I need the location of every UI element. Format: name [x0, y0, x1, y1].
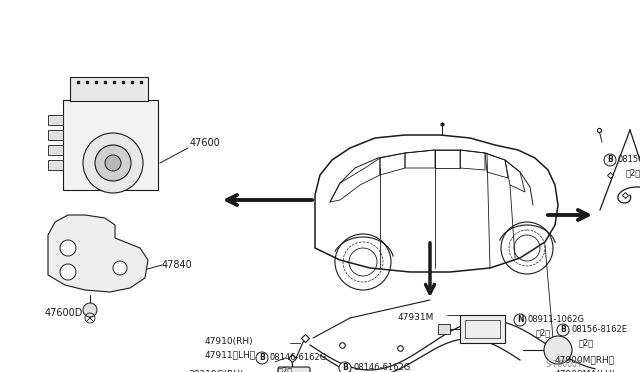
Circle shape [105, 155, 121, 171]
Bar [48, 130, 63, 140]
Text: 47931M: 47931M [398, 313, 435, 322]
FancyBboxPatch shape [278, 367, 310, 372]
Polygon shape [48, 215, 148, 292]
Text: 47900M（RH）: 47900M（RH） [555, 355, 615, 364]
Text: 08911-1062G: 08911-1062G [528, 315, 585, 324]
Circle shape [339, 362, 351, 372]
Bar [438, 324, 450, 334]
Circle shape [60, 240, 76, 256]
Text: 38210G(RH): 38210G(RH) [188, 370, 244, 372]
Circle shape [113, 261, 127, 275]
Circle shape [95, 145, 131, 181]
Circle shape [557, 324, 569, 336]
Bar [48, 145, 63, 155]
Bar [63, 100, 158, 190]
Text: 47600: 47600 [190, 138, 221, 148]
Text: 47840: 47840 [162, 260, 193, 270]
Text: 08156-8162E: 08156-8162E [571, 325, 627, 334]
Text: 47900MA(LH): 47900MA(LH) [555, 370, 616, 372]
Text: N: N [516, 315, 524, 324]
Circle shape [83, 133, 143, 193]
Text: 08156-8202F: 08156-8202F [618, 155, 640, 164]
Circle shape [514, 314, 526, 326]
Text: B: B [342, 363, 348, 372]
Circle shape [83, 303, 97, 317]
Bar [48, 115, 63, 125]
Bar [465, 320, 500, 338]
Text: 47600D: 47600D [45, 308, 83, 318]
Circle shape [60, 264, 76, 280]
Bar [48, 160, 63, 170]
Text: （2）: （2） [536, 328, 551, 337]
Text: B: B [560, 326, 566, 334]
Circle shape [604, 154, 616, 166]
Circle shape [544, 336, 572, 364]
Text: S-76000T: S-76000T [545, 360, 582, 369]
Text: 47910(RH): 47910(RH) [205, 337, 253, 346]
Text: 47911〈LH〉: 47911〈LH〉 [205, 350, 256, 359]
Text: （2）: （2） [278, 366, 293, 372]
Circle shape [256, 352, 268, 364]
Text: （2）: （2） [579, 338, 595, 347]
Text: B: B [259, 353, 265, 362]
Text: 08146-6162G: 08146-6162G [353, 363, 410, 372]
Text: B: B [607, 155, 613, 164]
Bar [460, 315, 505, 343]
Bar [70, 77, 148, 101]
Text: （2）: （2） [626, 168, 640, 177]
Text: 08146-6162G: 08146-6162G [270, 353, 327, 362]
